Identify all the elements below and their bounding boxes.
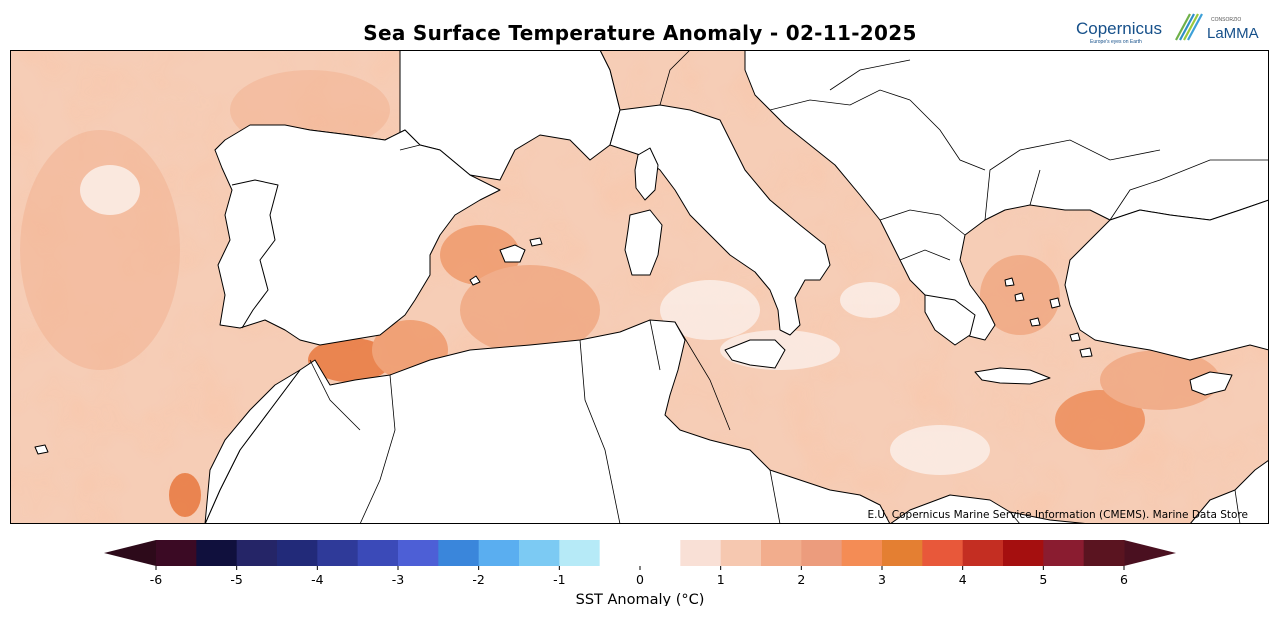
colorbar-tick-label: 1 <box>717 572 725 587</box>
colorbar-tick-label: 4 <box>959 572 967 587</box>
colorbar-cell <box>438 540 480 566</box>
country-borders <box>309 50 1269 524</box>
colorbar-tick-label: -2 <box>472 572 484 587</box>
colorbar-cell <box>277 540 318 566</box>
map-title: Sea Surface Temperature Anomaly - 02-11-… <box>363 21 917 45</box>
land-sicily <box>724 339 786 369</box>
colorbar-cell <box>599 540 641 566</box>
colorbar-cell <box>761 540 802 566</box>
colorbar-cell <box>357 540 399 566</box>
colorbar-cell <box>962 540 1004 566</box>
colorbar-cell <box>1003 540 1044 566</box>
colorbar-tick-label: -5 <box>230 572 242 587</box>
land-crete <box>974 367 1051 385</box>
land-turkey <box>1064 199 1269 361</box>
land-corsica <box>634 147 659 201</box>
land-menorca <box>529 237 543 247</box>
lamma-mark-icon <box>1175 13 1203 41</box>
copernicus-tagline: Europe's eyes on Earth <box>1090 39 1142 45</box>
colorbar-tick-label: -6 <box>150 572 163 587</box>
colorbar-tick-label: 2 <box>797 572 805 587</box>
land-aegean-island <box>1029 317 1041 327</box>
land-mallorca <box>499 244 526 263</box>
land-iberia <box>214 124 501 346</box>
lamma-logo: CONSORZIO LaMMA <box>1175 13 1259 42</box>
colorbar-tick-label: 3 <box>878 572 886 587</box>
colorbar-lower-extend <box>104 540 156 566</box>
lamma-small-text: CONSORZIO <box>1211 17 1241 23</box>
colorbar-tick-label: 5 <box>1039 572 1047 587</box>
border-portugal <box>231 179 279 329</box>
land-aegean-island <box>1014 292 1025 302</box>
land-north-africa <box>204 319 891 524</box>
land-aegean-island <box>1079 347 1093 358</box>
land-cyprus <box>1189 371 1233 396</box>
lamma-logo-text: LaMMA <box>1207 25 1259 42</box>
colorbar-tick-label: -1 <box>553 572 565 587</box>
colorbar-tick-label: 0 <box>636 572 644 587</box>
land-sardinia <box>624 209 663 276</box>
colorbar-upper-extend <box>1124 540 1176 566</box>
colorbar-cell <box>156 540 197 566</box>
logos: Copernicus Europe's eyes on Earth CONSOR… <box>1076 13 1259 45</box>
colorbar-cell <box>1083 540 1125 566</box>
colorbar-label: SST Anomaly (°C) <box>576 592 705 606</box>
sst-anomaly-map: E.U. Copernicus Marine Service Informati… <box>10 50 1269 524</box>
colorbar: -6 -5 -4 -3 -2 -1 0 1 2 3 4 5 6 SST Anomaly (°C) <box>104 540 1176 606</box>
colorbar-cell <box>478 540 520 566</box>
colorbar-ticks: -6 -5 -4 -3 -2 -1 0 1 2 3 4 5 6 <box>150 566 1128 587</box>
colorbar-cells <box>104 540 1176 566</box>
colorbar-cell <box>922 540 964 566</box>
data-credit: E.U. Copernicus Marine Service Informati… <box>867 509 1248 521</box>
colorbar-cell <box>680 540 722 566</box>
land-aegean-island <box>1004 277 1015 287</box>
colorbar-cell <box>398 540 439 566</box>
colorbar-tick-label: 6 <box>1120 572 1128 587</box>
colorbar-cell <box>196 540 238 566</box>
colorbar-cell <box>841 540 883 566</box>
colorbar-cell <box>640 540 681 566</box>
copernicus-logo-text: Copernicus <box>1076 19 1162 38</box>
map-frame <box>10 50 1269 524</box>
land-masses <box>34 50 1269 524</box>
land-italy <box>609 104 831 336</box>
colorbar-tick-label: -3 <box>392 572 404 587</box>
land-canary <box>34 444 49 455</box>
colorbar-cell <box>801 540 843 566</box>
land-morocco <box>204 369 301 524</box>
land-ibiza <box>469 275 481 286</box>
colorbar-cell <box>559 540 601 566</box>
land-aegean-island <box>1069 332 1081 342</box>
colorbar-cell <box>317 540 359 566</box>
colorbar-cell <box>519 540 560 566</box>
colorbar-cell <box>1043 540 1085 566</box>
colorbar-cell <box>236 540 278 566</box>
colorbar-tick-label: -4 <box>311 572 324 587</box>
colorbar-cell <box>720 540 762 566</box>
land-peloponnese <box>924 294 976 346</box>
land-egypt-east <box>1189 459 1269 524</box>
copernicus-logo: Copernicus Europe's eyes on Earth <box>1076 19 1162 45</box>
land-aegean-island <box>1049 297 1061 309</box>
colorbar-cell <box>882 540 923 566</box>
